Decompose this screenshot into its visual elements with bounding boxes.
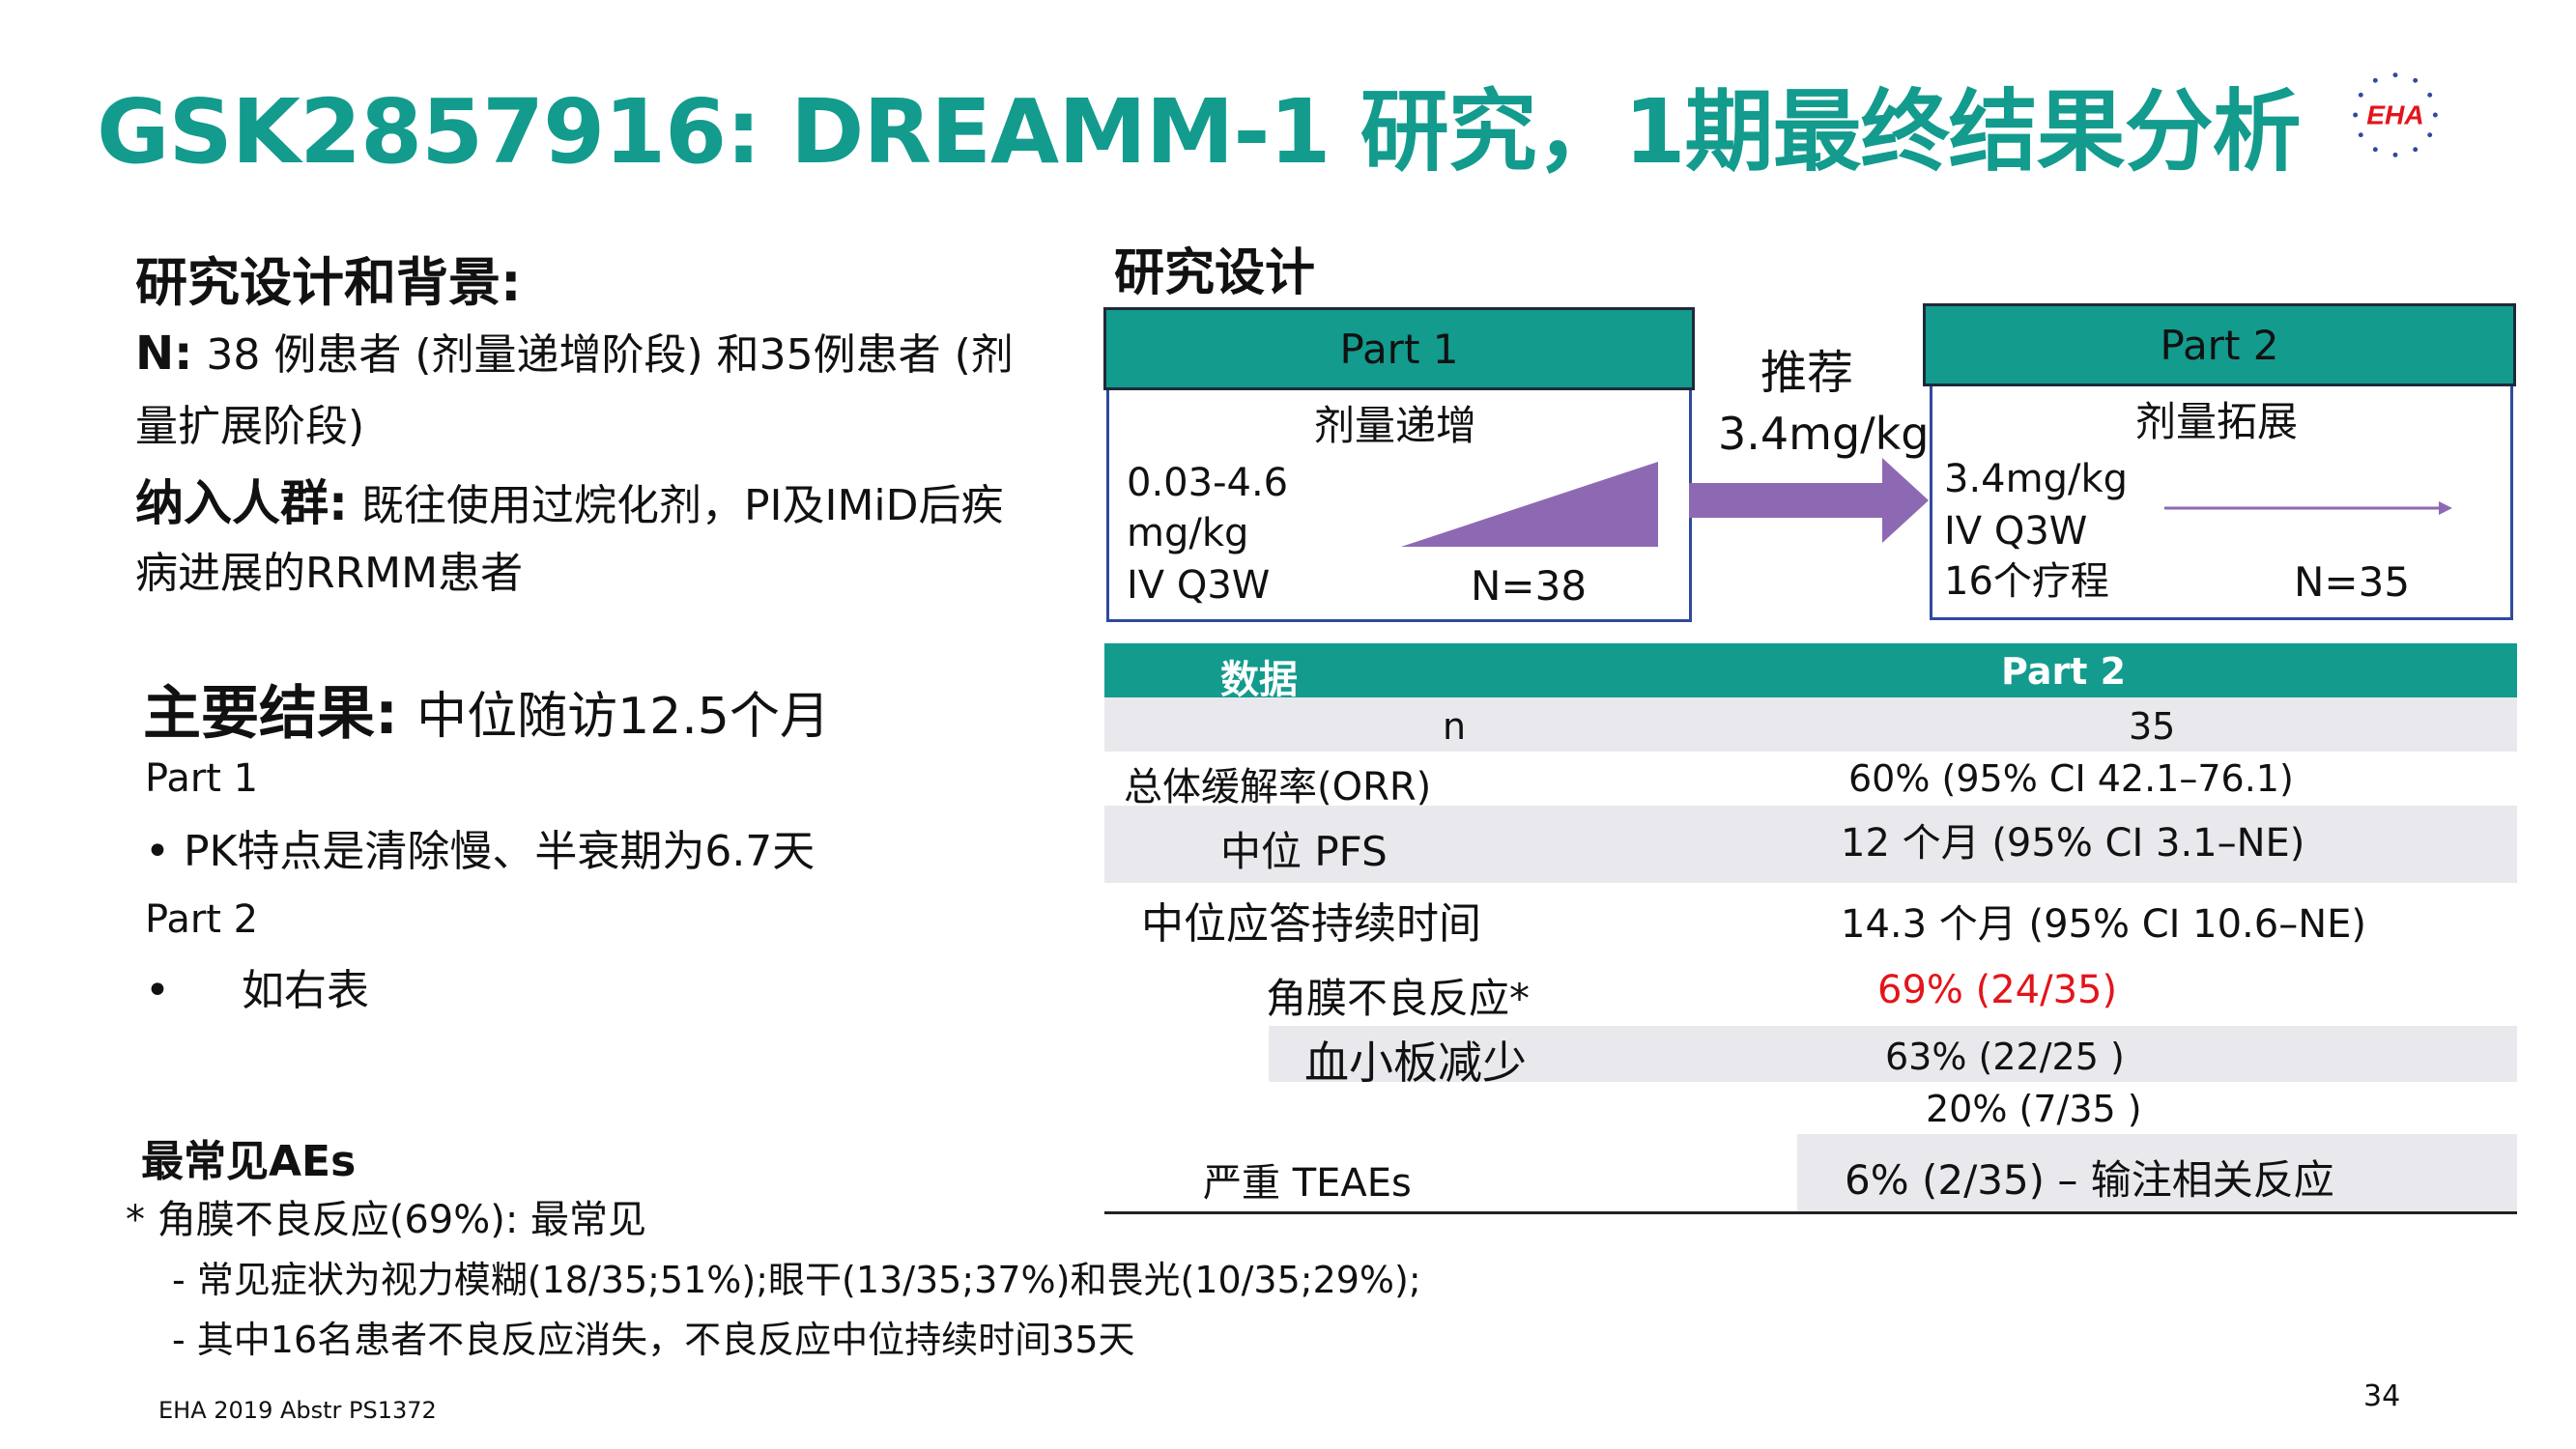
part1-header: Part 1 [1103,307,1695,390]
table-row: 总体缓解率(ORR) 60% (95% CI 42.1–76.1) [1104,752,2517,810]
part1-n: N=38 [1471,562,1588,610]
source-citation: EHA 2019 Abstr PS1372 [158,1397,437,1424]
dose-expansion-arrow [2164,501,2452,515]
table-bottom-rule [1104,1211,2517,1214]
table-row-value: 35 [2129,705,2176,748]
table-row-value: 14.3 个月 (95% CI 10.6–NE) [1841,902,2367,947]
part2-bullet-mark: • [145,966,170,1015]
part1-dose-3: IV Q3W [1127,563,1271,608]
part1-bullet: • PK特点是清除慢、半衰期为6.7天 [145,827,816,876]
table-row: 中位 PFS 12 个月 (95% CI 3.1–NE) [1104,806,2517,883]
ae-line-1: * 角膜不良反应(69%): 最常见 [126,1198,647,1242]
page-number: 34 [2363,1379,2401,1413]
part2-dose-1: 3.4mg/kg [1944,457,2128,501]
table-row: n 35 [1104,697,2517,752]
results-heading-line: 主要结果: 中位随访12.5个月 [143,667,830,751]
table-row-value: 6% (2/35) – 输注相关反应 [1845,1156,2334,1204]
table-row-value: 12 个月 (95% CI 3.1–NE) [1841,821,2305,866]
part1-dose-2: mg/kg [1127,511,1249,555]
part2-header: Part 2 [1923,303,2516,386]
recommend-arrow-icon [1689,458,1929,543]
eha-logo: EHA [2353,72,2438,157]
n-line-2: 量扩展阶段) [135,402,365,451]
part2-bullet-line: • 如右表 [145,966,369,1015]
arrow-label-recommend: 推荐 [1760,346,1854,400]
design-heading: 研究设计 [1114,244,1316,302]
table-row-label: n [1443,705,1467,748]
table-row-value: 63% (22/25 ) [1885,1036,2125,1078]
part2-dose-3: 16个疗程 [1944,559,2109,604]
design-background-heading: 研究设计和背景: [135,252,522,313]
table-row-label: 中位应答持续时间 [1141,899,1481,949]
part2-bullet-text: 如右表 [241,966,369,1015]
dose-escalation-wedge [1401,462,1658,547]
ae-heading: 最常见AEs [141,1137,357,1186]
ae-line-2: - 常见症状为视力模糊(18/35;51%);眼干(13/35;37%)和畏光(… [172,1259,1421,1301]
table-row: 严重 TEAEs 6% (2/35) – 输注相关反应 [1104,1134,2517,1213]
arrow-label-dose: 3.4mg/kg [1718,408,1930,460]
table-row: 角膜不良反应* 69% (24/35) [1104,962,2517,1024]
table-row-bg [1269,1026,2517,1082]
part1-label: Part 1 [145,756,259,801]
table-row-value: 60% (95% CI 42.1–76.1) [1848,757,2294,800]
n-text-1: 38 例患者 (剂量递增阶段) 和35例患者 (剂 [192,330,1014,380]
table-row-bg [1797,1134,2517,1213]
table-row-value: 20% (7/35 ) [1926,1088,2142,1130]
part1-dose-1: 0.03-4.6 [1127,461,1289,505]
eha-logo-text: EHA [2366,99,2424,129]
ae-line-3: - 其中16名患者不良反应消失，不良反应中位持续时间35天 [172,1319,1135,1361]
inclusion-line-1: 纳入人群: 既往使用过烷化剂，PI及IMiD后疾 [135,477,1004,530]
inclusion-label: 纳入人群: [135,475,348,531]
part2-box [1930,375,2513,620]
part1-subtitle: 剂量递增 [1314,402,1477,449]
page-title: GSK2857916: DREAMM-1 研究，1期最终结果分析 [97,80,2302,184]
table-row: 20% (7/35 ) [1104,1082,2517,1136]
table-row-label: 血小板减少 [1304,1037,1527,1089]
table-row-label: 严重 TEAEs [1203,1161,1412,1206]
table-row: 血小板减少 63% (22/25 ) [1104,1026,2517,1089]
inclusion-line-2: 病进展的RRMM患者 [135,549,524,598]
table-header: 数据 Part 2 [1104,643,2517,702]
table-row-label: 角膜不良反应* [1266,975,1531,1022]
part2-label: Part 2 [145,897,259,942]
table-header-col1: 数据 [1220,658,1298,702]
part2-subtitle: 剂量拓展 [2135,398,2299,445]
n-line-1: N: 38 例患者 (剂量递增阶段) 和35例患者 (剂 [135,328,1014,380]
results-followup: 中位随访12.5个月 [416,688,830,746]
n-label: N: [135,327,193,381]
table-row-value-highlight: 69% (24/35) [1877,968,2118,1012]
table-row: 中位应答持续时间 14.3 个月 (95% CI 10.6–NE) [1104,883,2517,952]
table-row-label: 总体缓解率(ORR) [1124,765,1432,810]
results-heading: 主要结果: [143,680,398,748]
table-header-col2: Part 2 [2001,650,2127,693]
part2-n: N=35 [2294,558,2411,606]
inclusion-text-1: 既往使用过烷化剂，PI及IMiD后疾 [348,481,1004,530]
part2-dose-2: IV Q3W [1944,509,2088,554]
table-row-label: 中位 PFS [1220,828,1388,875]
